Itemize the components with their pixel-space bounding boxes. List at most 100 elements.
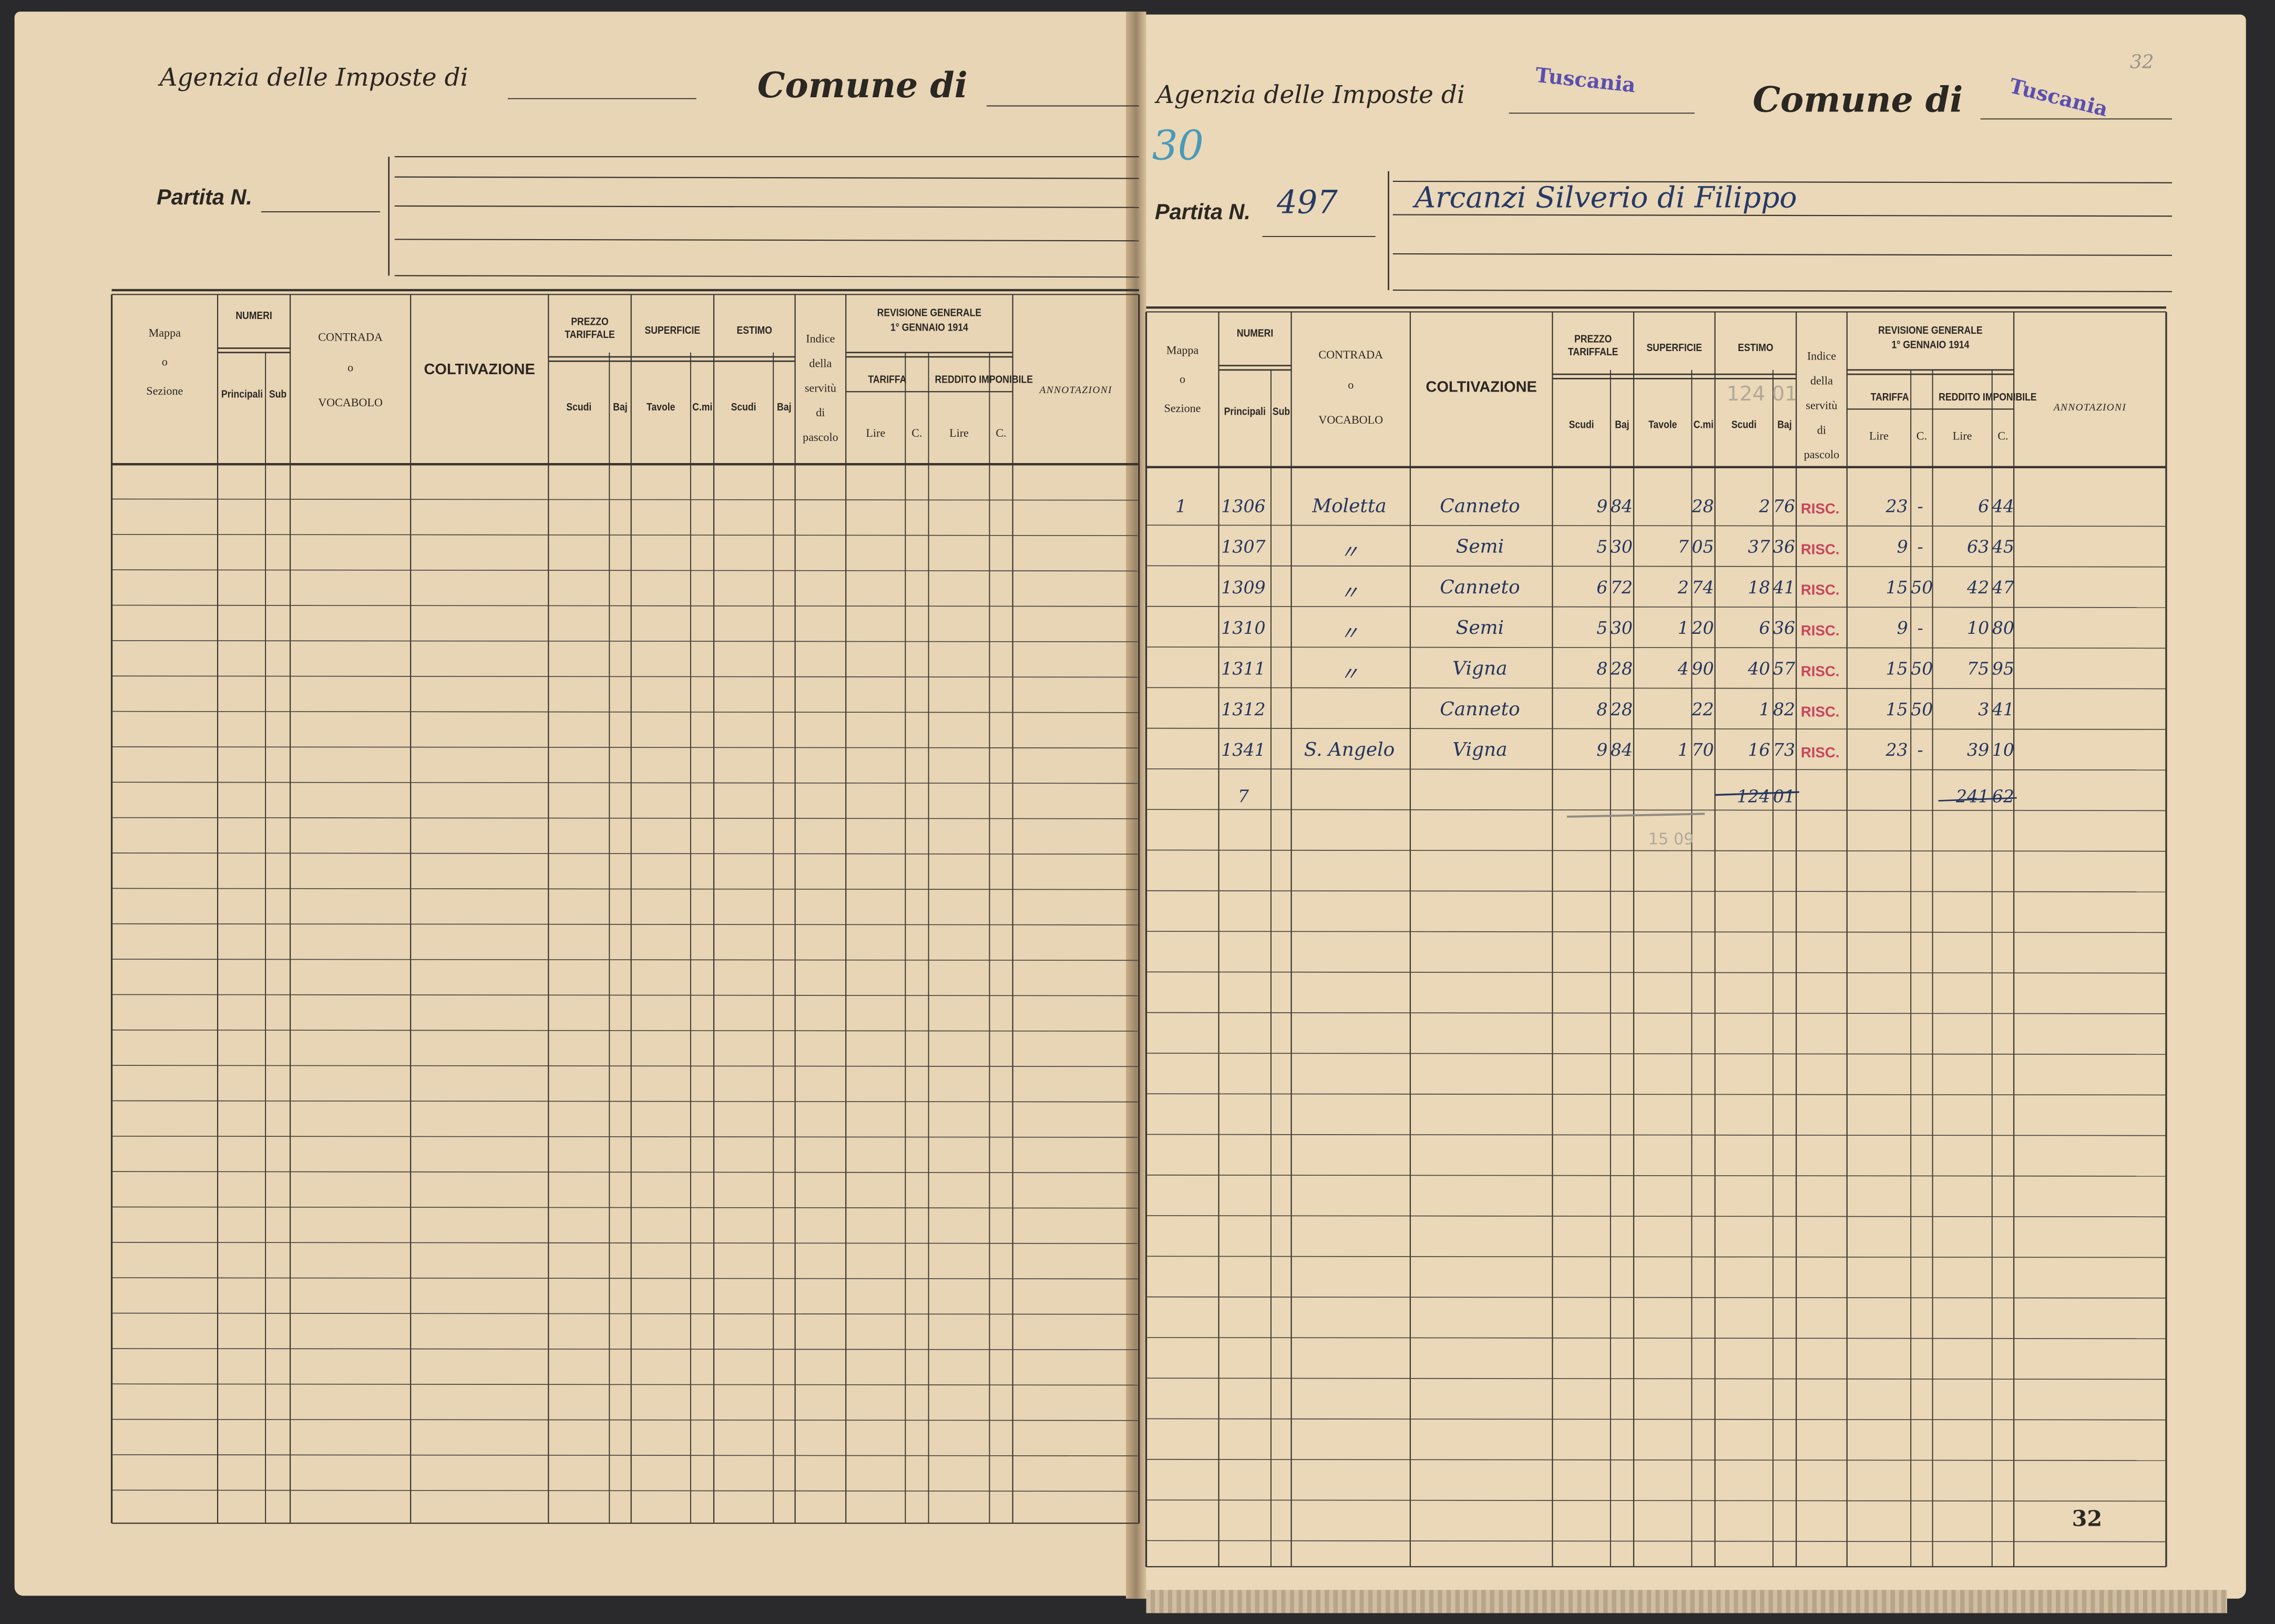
left-hdr-mappa-sezione: Sezione <box>146 384 183 398</box>
row-4-coltivazione: Semi <box>1456 618 1504 640</box>
page-number: 32 <box>2072 1506 2103 1532</box>
row-1-coltivazione: Canneto <box>1440 496 1520 518</box>
row-7-estimo-baj: 73 <box>1772 739 1796 760</box>
row-4-prezzo-baj: 30 <box>1610 618 1633 639</box>
row-5-sup-tavole: 4 <box>1677 659 1689 679</box>
row-7-prezzo-scudi: 9 <box>1596 739 1608 760</box>
row-4-reddito-lire: 10 <box>1967 618 1990 639</box>
left-hdr-sub-tavole: Tavole <box>647 400 675 414</box>
left-hdr-vocabolo: VOCABOLO <box>318 396 383 409</box>
row-6-prezzo-scudi: 8 <box>1596 699 1608 720</box>
row-7-prezzo-baj: 84 <box>1610 739 1633 760</box>
right-hdr-gennaio-1914: 1° GENNAIO 1914 <box>1891 338 1970 351</box>
row-3-prezzo-baj: 72 <box>1610 577 1633 598</box>
row-5-sup-cmi: 90 <box>1692 659 1714 679</box>
left-hdr-tariffa: TARIFFA <box>868 373 907 386</box>
left-hdr-mappa: Mappa <box>148 326 181 340</box>
row-5-reddito-c: 95 <box>1992 659 2014 679</box>
row-6-reddito-c: 41 <box>1992 699 2014 720</box>
left-hdr-indice-1: della <box>809 357 832 370</box>
left-comune-label: Comune di <box>757 64 968 106</box>
row-2-contrada: 〃 <box>1340 542 1359 564</box>
row-1-reddito-c: 44 <box>1992 496 2014 517</box>
right-hdr-sub: Sub <box>1272 405 1290 418</box>
total-numero: 7 <box>1237 786 1249 807</box>
row-3-indice: RISC. <box>1800 583 1840 599</box>
row-5-prezzo-scudi: 8 <box>1596 659 1608 679</box>
left-hdr-contrada-o: o <box>347 361 354 375</box>
right-hdr-coltivazione: COLTIVAZIONE <box>1426 378 1537 396</box>
row-3-reddito-lire: 42 <box>1967 577 1990 598</box>
row-6-tariffa-c: 50 <box>1911 699 1933 720</box>
row-1-estimo-baj: 76 <box>1772 496 1796 517</box>
row-1-indice: RISC. <box>1800 502 1840 518</box>
left-hdr-lire-c-0: Lire <box>866 426 886 440</box>
left-hdr-sub-scudi: Scudi <box>731 400 756 414</box>
right-hdr-sub-baj: Baj <box>1777 417 1792 431</box>
right-hdr-numeri: NUMERI <box>1236 326 1274 340</box>
total-reddito-lire: 241 <box>1956 786 1990 807</box>
row-3-reddito-c: 47 <box>1992 577 2014 598</box>
right-hdr-indice-3: di <box>1817 423 1827 437</box>
partita-number: 497 <box>1276 186 1338 222</box>
row-3-sup-tavole: 2 <box>1677 577 1689 598</box>
pencil-superficie-note: 15 09 <box>1648 829 1694 849</box>
row-1-prezzo-baj: 84 <box>1610 496 1633 517</box>
right-hdr-sub-tavole: Tavole <box>1648 417 1677 431</box>
row-3-sup-cmi: 74 <box>1692 577 1714 598</box>
row-5-numero: 1311 <box>1221 659 1266 679</box>
row-7-indice: RISC. <box>1800 745 1840 762</box>
row-6-coltivazione: Canneto <box>1440 699 1520 721</box>
right-hdr-estimo: ESTIMO <box>1738 341 1774 354</box>
right-hdr-lire-c-0: Lire <box>1869 429 1889 443</box>
left-hdr-estimo: ESTIMO <box>736 323 773 337</box>
left-hdr-tariffale: TARIFFALE <box>565 327 615 341</box>
right-hdr-sub-baj: Baj <box>1615 417 1630 431</box>
row-3-numero: 1309 <box>1221 577 1266 598</box>
left-hdr-revisione: REVISIONE GENERALE <box>877 306 982 320</box>
right-hdr-contrada-o: o <box>1348 378 1354 392</box>
row-1-contrada: Moletta <box>1312 496 1387 518</box>
left-hdr-lire-c-3: C. <box>996 426 1007 440</box>
row-1-prezzo-scudi: 9 <box>1596 496 1608 517</box>
row-2-sup-cmi: 05 <box>1692 537 1714 557</box>
row-7-contrada: S. Angelo <box>1304 739 1395 762</box>
page-edges <box>1146 1590 2227 1613</box>
row-6-sup-cmi: 22 <box>1692 699 1714 720</box>
row-1-tariffa-c: - <box>1917 496 1923 517</box>
left-hdr-contrada: CONTRADA <box>318 331 383 344</box>
row-7-sup-tavole: 1 <box>1677 739 1689 760</box>
left-hdr-lire-c-1: C. <box>911 426 923 440</box>
row-7-numero: 1341 <box>1221 739 1266 760</box>
right-hdr-tariffale: TARIFFALE <box>1567 345 1618 358</box>
row-4-tariffa-c: - <box>1917 618 1923 639</box>
row-4-estimo-baj: 36 <box>1772 618 1796 639</box>
row-5-reddito-lire: 75 <box>1967 659 1990 679</box>
right-hdr-mappa: Mappa <box>1166 344 1199 357</box>
right-hdr-indice-1: della <box>1810 374 1833 387</box>
total-estimo-scudi: 124 <box>1737 786 1770 807</box>
row-7-tariffa-c: - <box>1917 739 1923 760</box>
total-reddito-c: 62 <box>1992 786 2014 807</box>
left-hdr-numeri: NUMERI <box>235 309 272 322</box>
row-4-estimo-scudi: 6 <box>1759 618 1770 639</box>
row-3-coltivazione: Canneto <box>1440 577 1520 599</box>
left-hdr-sub-cmi: C.mi <box>692 400 713 414</box>
right-hdr-indice-2: servitù <box>1806 399 1838 412</box>
right-partita-label: Partita N. <box>1155 200 1251 225</box>
right-hdr-reddito: REDDITO IMPONIBILE <box>1939 390 2037 404</box>
left-hdr-reddito: REDDITO IMPONIBILE <box>935 373 1033 386</box>
row-4-contrada: 〃 <box>1340 623 1359 646</box>
right-hdr-contrada: CONTRADA <box>1318 348 1384 362</box>
row-2-tariffa-c: - <box>1917 537 1923 557</box>
left-agenzia-label: Agenzia delle Imposte di <box>159 64 468 93</box>
row-1-sup-cmi: 28 <box>1692 496 1714 517</box>
right-hdr-tariffa: TARIFFA <box>1870 390 1909 404</box>
right-page <box>1131 14 2246 1599</box>
row-2-coltivazione: Semi <box>1456 537 1504 559</box>
left-hdr-gennaio-1914: 1° GENNAIO 1914 <box>890 321 968 334</box>
row-7-coltivazione: Vigna <box>1452 739 1508 762</box>
left-page <box>14 12 1141 1596</box>
row-7-reddito-c: 10 <box>1992 739 2014 760</box>
